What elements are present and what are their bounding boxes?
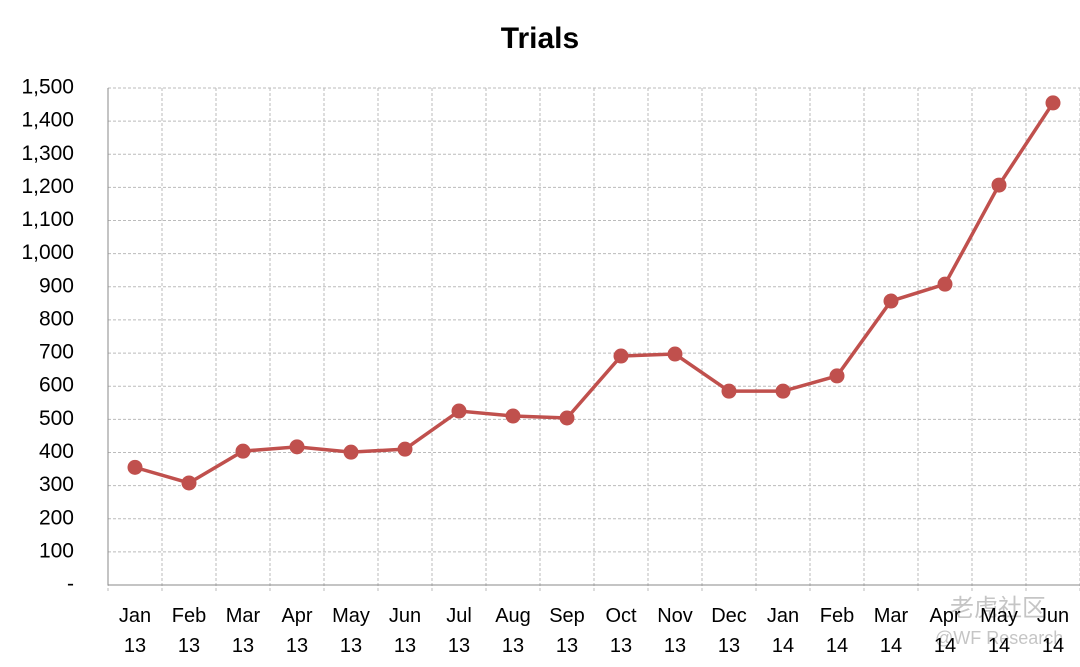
point [505,408,521,424]
x-tick-label: Jun 13 [388,605,422,657]
x-tick-label: Feb 14 [819,605,855,657]
point [181,475,197,491]
x-tick-label: Feb 13 [171,605,207,657]
x-tick-label: Mar 13 [225,605,261,657]
x-tick-label: Sep 13 [549,605,585,657]
x-tick-label: Mar 14 [873,605,909,657]
point [397,441,413,457]
y-tick-label: 200 [39,506,74,529]
y-tick-label: 1,300 [21,142,74,165]
point [451,403,467,419]
point [559,410,575,426]
y-tick-label: - [67,573,74,596]
point [289,439,305,455]
x-tick-label: May 13 [332,605,370,657]
watermark: 老虎社区 [950,595,1046,622]
point [1045,95,1061,111]
point [937,276,953,292]
point [829,368,845,384]
x-tick-label: Dec 13 [711,605,747,657]
y-tick-label: 1,200 [21,175,74,198]
watermark: @WF Research [935,628,1064,648]
point [343,444,359,460]
y-tick-label: 1,500 [21,76,74,99]
y-tick-label: 500 [39,407,74,430]
point [235,443,251,459]
x-tick-label: Oct 13 [605,605,637,657]
y-tick-label: 800 [39,307,74,330]
x-tick-label: Jun 14 [1036,605,1070,657]
point [127,459,143,475]
chart-title: Trials [501,22,579,55]
x-tick-label: Nov 13 [657,605,693,657]
x-tick-label: Apr 13 [281,605,313,657]
x-tick-label: Aug 13 [495,605,531,657]
y-tick-label: 1,000 [21,241,74,264]
y-tick-label: 300 [39,473,74,496]
y-tick-label: 1,400 [21,109,74,132]
x-tick-label: Jan 13 [118,605,152,657]
y-tick-label: 900 [39,274,74,297]
x-tick-label: Apr 14 [929,605,961,657]
x-tick-label: May 14 [980,605,1018,657]
point [667,346,683,362]
x-tick-label: Jul 13 [446,605,472,657]
point [991,177,1007,193]
point [613,348,629,364]
point [721,383,737,399]
y-tick-label: 100 [39,539,74,562]
y-tick-label: 700 [39,341,74,364]
line [134,101,1055,485]
point [883,293,899,309]
x-tick-label: Jan 14 [766,605,800,657]
point [775,383,791,399]
y-tick-label: 400 [39,440,74,463]
y-tick-label: 600 [39,374,74,397]
y-tick-label: 1,100 [21,208,74,231]
